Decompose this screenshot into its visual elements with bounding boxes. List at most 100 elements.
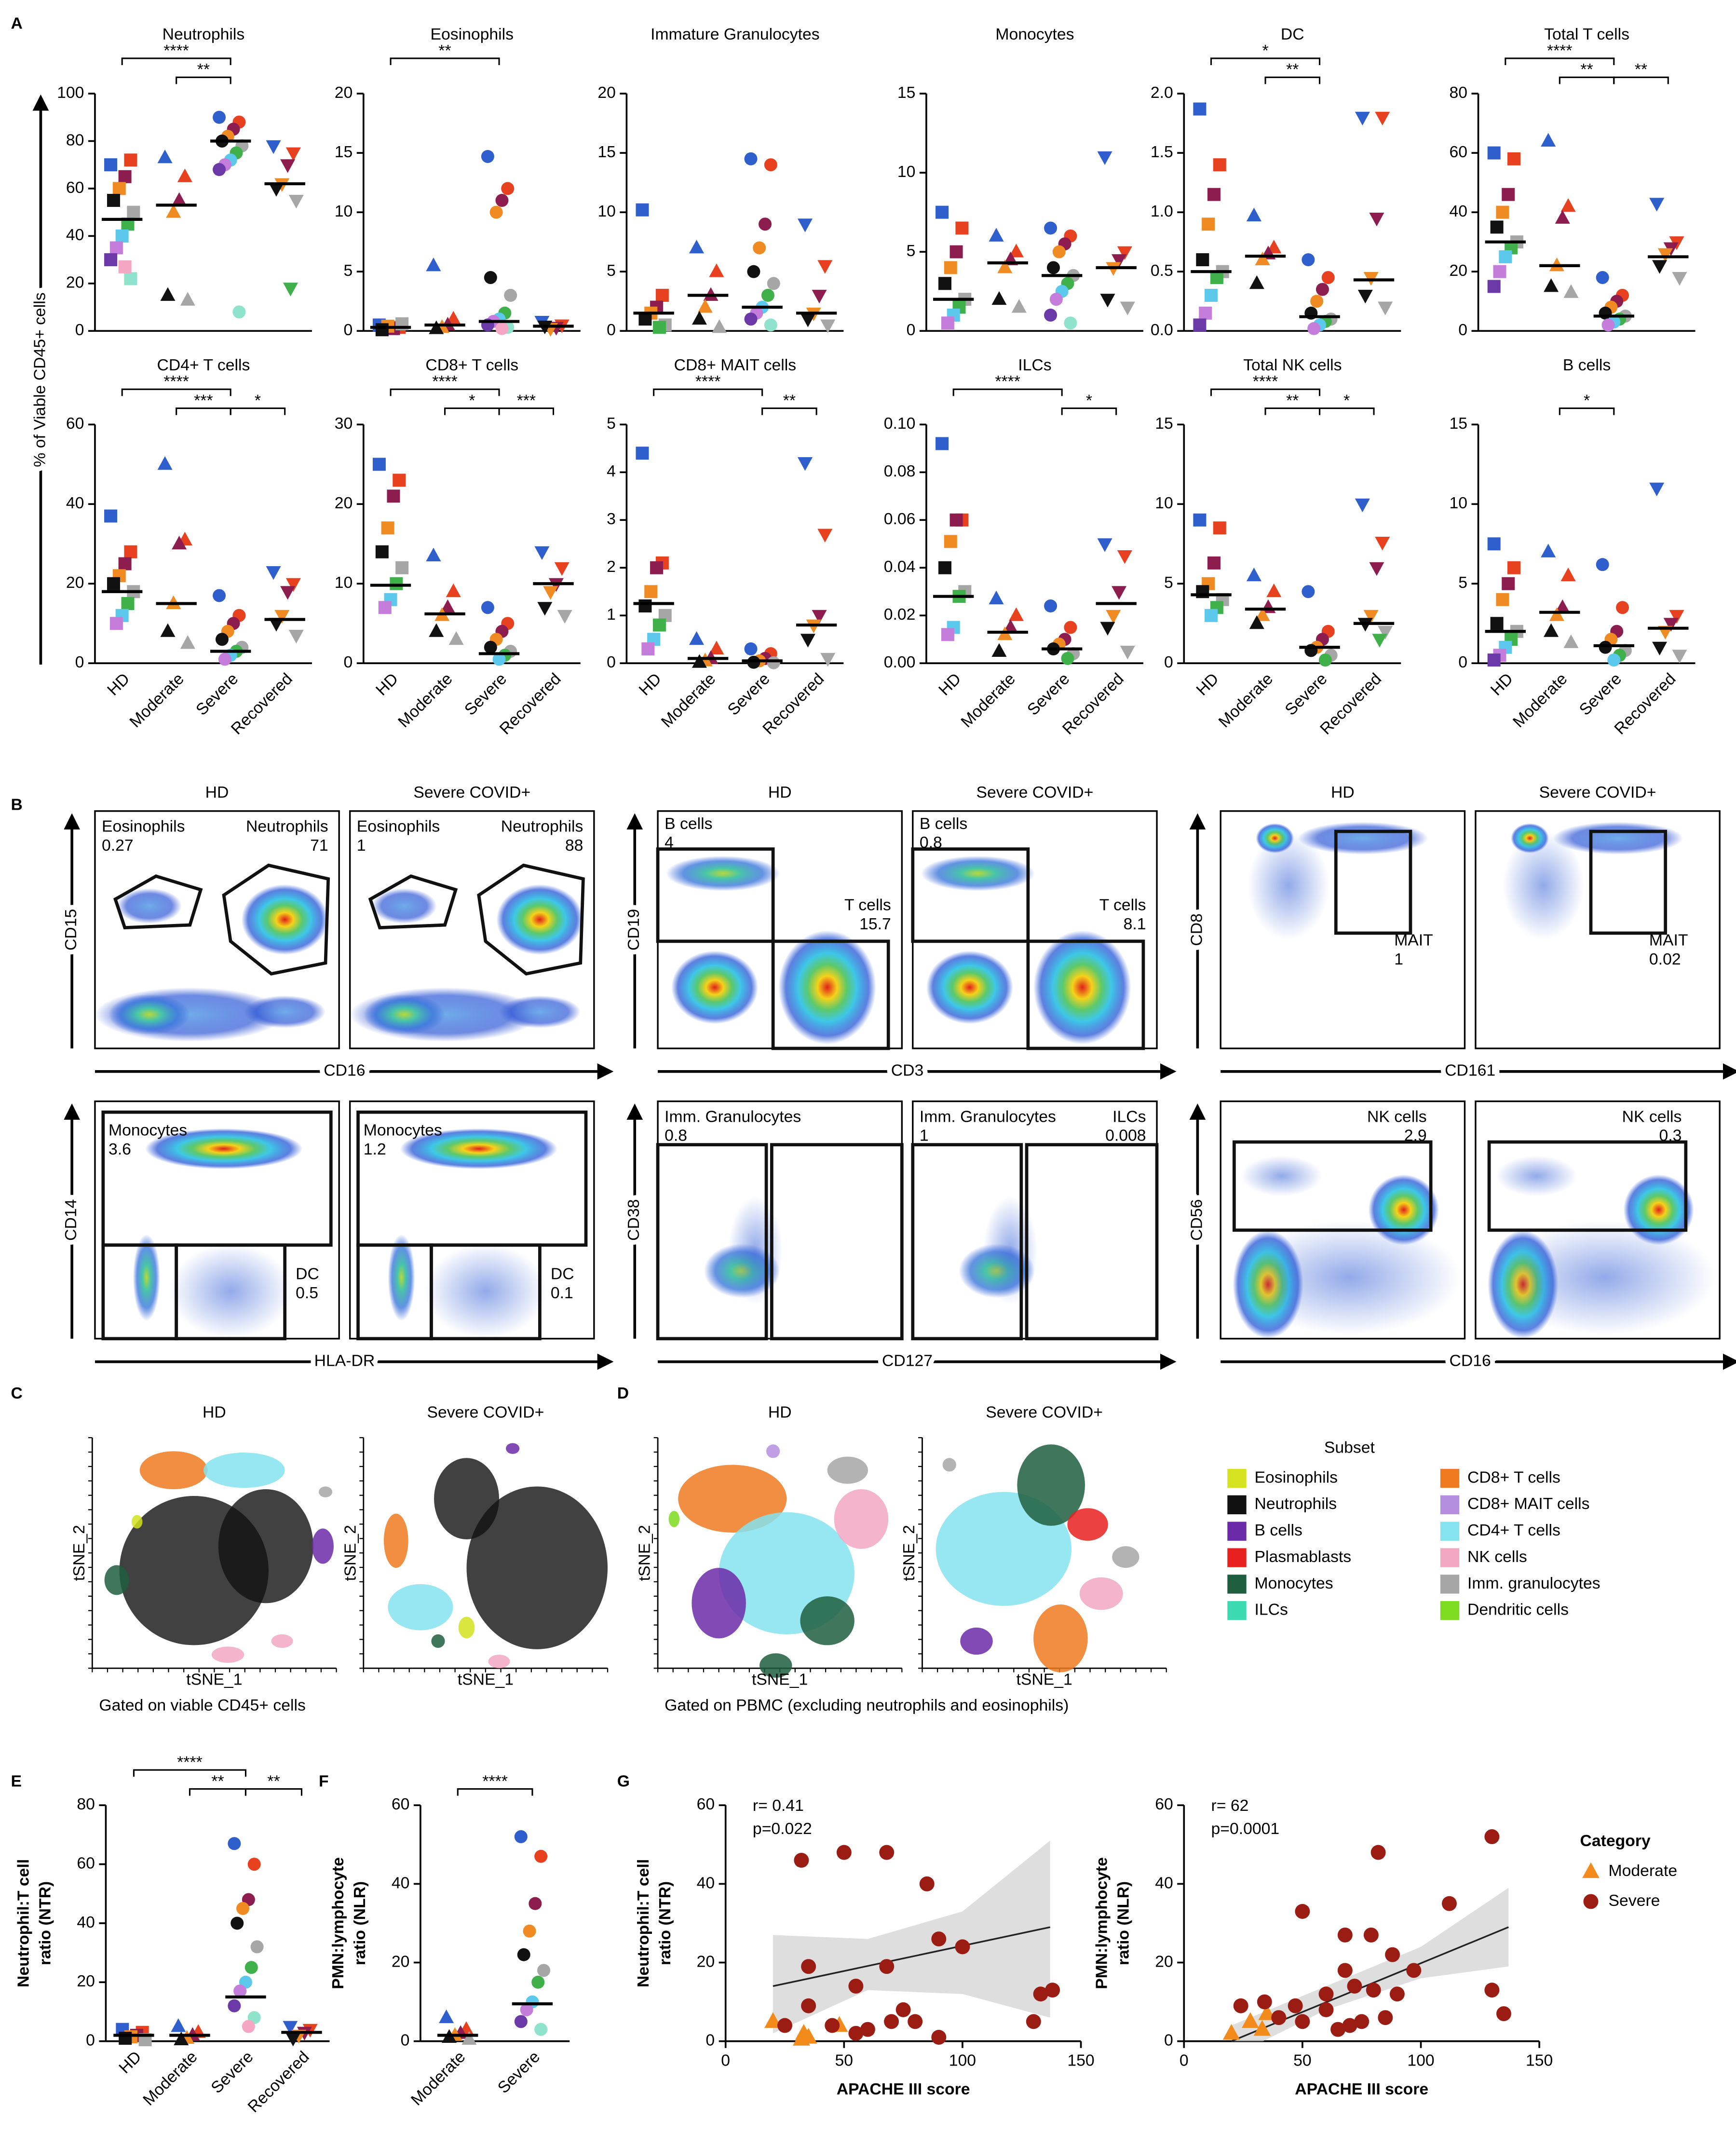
data-point bbox=[429, 623, 444, 637]
x-tick-label: Moderate bbox=[957, 669, 1019, 731]
tsne-cluster bbox=[383, 1513, 408, 1568]
density-cloud bbox=[1033, 930, 1131, 1045]
gate-value: 0.3 bbox=[1659, 1127, 1682, 1145]
chart-title: Total NK cells bbox=[1243, 356, 1342, 374]
data-point bbox=[109, 241, 123, 255]
significance-label: **** bbox=[163, 41, 189, 60]
x-tick-label: Moderate bbox=[139, 2048, 201, 2109]
data-point bbox=[1033, 1986, 1048, 2002]
y-tick-label: 5 bbox=[607, 261, 616, 280]
data-point bbox=[517, 1948, 530, 1961]
data-point bbox=[1271, 2010, 1287, 2025]
tsne-axis-label: tSNE_2 bbox=[341, 1525, 359, 1581]
panel-letter: G bbox=[617, 1772, 630, 1790]
data-point bbox=[712, 319, 727, 333]
data-point bbox=[879, 1845, 895, 1860]
y-axis-label: ratio (NLR) bbox=[1114, 1881, 1132, 1965]
gate-value: 2.9 bbox=[1404, 1127, 1427, 1145]
data-point bbox=[1363, 610, 1379, 624]
gate-value: 1 bbox=[357, 836, 366, 855]
y-tick-label: 20 bbox=[77, 1972, 95, 1990]
chart-title: DC bbox=[1281, 25, 1304, 43]
data-point bbox=[242, 2020, 255, 2033]
legend-label: Dendritic cells bbox=[1467, 1601, 1569, 1619]
y-tick-label: 0 bbox=[607, 653, 616, 671]
y-tick-label: 40 bbox=[66, 494, 84, 512]
data-point bbox=[1097, 151, 1112, 165]
chart-title: Immature Granulocytes bbox=[651, 25, 820, 43]
data-point bbox=[236, 1902, 250, 1915]
significance-bracket bbox=[133, 1769, 247, 1777]
y-axis-label: PMN:lymphocyte bbox=[1092, 1857, 1111, 1989]
data-point bbox=[1295, 1904, 1310, 1919]
y-axis-label: Neutrophil:T cell bbox=[634, 1859, 652, 1987]
column-header: HD bbox=[205, 783, 229, 802]
gate-name: B cells bbox=[665, 815, 712, 833]
y-axis-label: CD38 bbox=[624, 1199, 643, 1241]
legend-swatch bbox=[1440, 1575, 1460, 1594]
data-point bbox=[1657, 248, 1673, 262]
data-point bbox=[247, 1858, 261, 1871]
data-point bbox=[543, 586, 558, 600]
tsne-cluster bbox=[139, 1451, 208, 1489]
legend-title: Category bbox=[1580, 1832, 1651, 1850]
tsne-cluster bbox=[960, 1627, 993, 1655]
data-point bbox=[1652, 641, 1668, 656]
y-tick-label: 10 bbox=[597, 202, 616, 220]
significance-label: ** bbox=[1580, 60, 1593, 79]
data-point bbox=[112, 182, 126, 195]
legend-label: ILCs bbox=[1255, 1601, 1288, 1619]
y-tick-label: 10 bbox=[335, 202, 353, 220]
data-point bbox=[795, 2024, 813, 2040]
data-point bbox=[1120, 646, 1135, 660]
gate-name: DC bbox=[296, 1265, 319, 1283]
data-point bbox=[554, 562, 570, 576]
gate-value: 4 bbox=[665, 833, 674, 852]
legend-marker bbox=[1583, 1894, 1599, 1909]
y-tick-label: 60 bbox=[1450, 143, 1468, 161]
data-point bbox=[1233, 1998, 1248, 2013]
data-point bbox=[288, 195, 304, 209]
gate bbox=[113, 874, 203, 930]
y-tick-label: 10 bbox=[1450, 494, 1468, 512]
y-tick-label: 40 bbox=[1450, 202, 1468, 220]
data-point bbox=[233, 1984, 247, 1998]
gate-name: MAIT bbox=[1649, 931, 1688, 950]
data-point bbox=[1355, 111, 1370, 126]
data-point bbox=[1106, 610, 1121, 624]
data-point bbox=[1496, 2006, 1511, 2022]
data-point bbox=[215, 633, 229, 646]
data-point bbox=[689, 631, 705, 645]
data-point bbox=[481, 601, 494, 614]
data-point bbox=[1193, 102, 1207, 116]
tsne-cluster bbox=[692, 1568, 746, 1639]
data-point bbox=[1246, 567, 1261, 582]
gate bbox=[222, 863, 330, 976]
y-tick-label: 40 bbox=[1155, 1874, 1173, 1892]
data-point bbox=[1378, 301, 1393, 315]
chart-title: ILCs bbox=[1018, 356, 1051, 374]
data-point bbox=[429, 320, 444, 334]
data-point bbox=[1499, 250, 1512, 263]
data-point bbox=[764, 318, 777, 332]
significance-label: **** bbox=[177, 1753, 203, 1771]
data-point bbox=[1266, 583, 1282, 598]
tsne-cluster bbox=[668, 1510, 680, 1527]
data-point bbox=[1202, 217, 1215, 231]
data-point bbox=[825, 2018, 840, 2033]
y-tick-label: 4 bbox=[607, 462, 616, 480]
x-tick-label: 150 bbox=[1526, 2052, 1553, 2070]
data-point bbox=[1330, 2022, 1346, 2037]
gate bbox=[368, 874, 458, 930]
data-point bbox=[1672, 272, 1687, 286]
x-tick-label: Severe bbox=[494, 2048, 543, 2097]
data-point bbox=[104, 158, 118, 172]
x-axis-label: CD161 bbox=[1445, 1061, 1495, 1080]
tsne-cluster bbox=[1067, 1508, 1108, 1541]
data-point bbox=[1672, 650, 1687, 664]
data-point bbox=[529, 1897, 542, 1910]
legend-swatch bbox=[1440, 1601, 1460, 1620]
tsne-cluster bbox=[203, 1453, 285, 1488]
